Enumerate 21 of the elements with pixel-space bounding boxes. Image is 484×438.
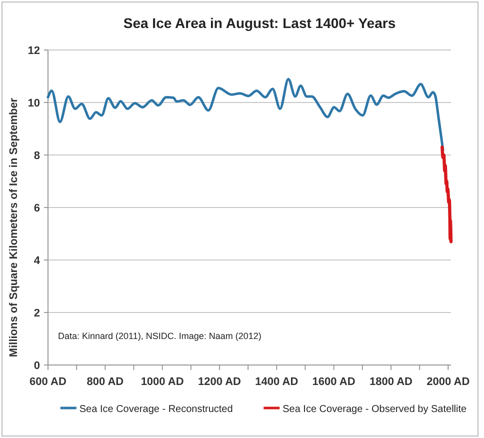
x-tick-label: 1200 AD xyxy=(198,376,242,388)
legend-label: Sea Ice Coverage - Observed by Satellite xyxy=(282,404,468,415)
x-tick-label: 2000 AD xyxy=(426,376,470,388)
y-tick-label: 12 xyxy=(28,45,40,57)
y-tick-label: 6 xyxy=(34,202,40,214)
x-tick-label: 1600 AD xyxy=(312,376,356,388)
x-tick-label: 1000 AD xyxy=(140,376,184,388)
y-axis-title: Millions of Square Kilometers of Ice in September xyxy=(8,97,20,358)
line-series xyxy=(440,146,453,244)
legend-label: Sea Ice Coverage - Reconstructed xyxy=(79,404,233,415)
y-tick-label: 2 xyxy=(34,308,40,320)
y-tick-label: 8 xyxy=(34,150,40,162)
x-tick-label: 600 AD xyxy=(30,376,66,388)
y-tick-label: 0 xyxy=(34,360,40,372)
x-tick-label: 1800 AD xyxy=(369,376,413,388)
annotation: Data: Kinnard (2011), NSIDC. Image: Naam (2012) xyxy=(58,330,262,341)
chart-title: Sea Ice Area in August: Last 1400+ Years xyxy=(123,15,396,31)
x-tick-label: 1400 AD xyxy=(255,376,298,388)
x-tick-label: 800 AD xyxy=(86,376,124,388)
y-tick-label: 10 xyxy=(28,98,40,110)
y-tick-label: 4 xyxy=(34,255,41,267)
